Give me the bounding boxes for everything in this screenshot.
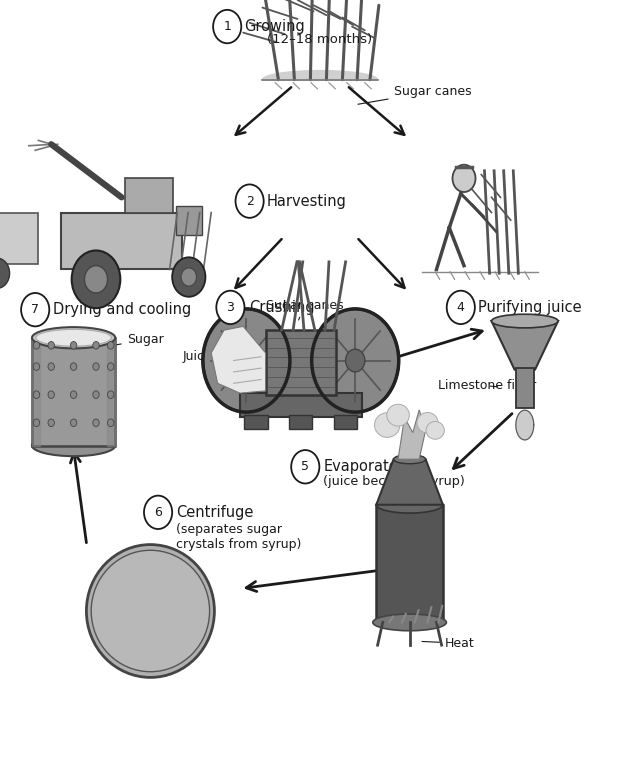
FancyBboxPatch shape [516, 368, 534, 408]
Text: Centrifuge: Centrifuge [176, 505, 253, 520]
Text: Limestone filter: Limestone filter [438, 380, 537, 392]
FancyBboxPatch shape [125, 178, 173, 213]
Text: 2: 2 [246, 194, 253, 208]
FancyBboxPatch shape [244, 415, 268, 429]
Ellipse shape [374, 413, 400, 437]
Text: (separates sugar: (separates sugar [176, 522, 282, 536]
Circle shape [108, 363, 114, 370]
Polygon shape [32, 338, 40, 446]
Circle shape [33, 419, 40, 427]
Circle shape [291, 450, 319, 483]
FancyBboxPatch shape [32, 338, 115, 446]
Ellipse shape [32, 327, 115, 348]
Polygon shape [376, 459, 443, 505]
Text: Growing: Growing [244, 19, 305, 34]
Circle shape [93, 342, 99, 349]
Circle shape [312, 309, 399, 412]
Ellipse shape [394, 455, 426, 464]
Circle shape [33, 363, 40, 370]
Ellipse shape [387, 405, 410, 426]
Circle shape [216, 291, 244, 324]
Circle shape [93, 363, 99, 370]
Text: 5: 5 [301, 460, 309, 474]
Circle shape [70, 391, 77, 398]
FancyBboxPatch shape [0, 213, 38, 264]
Text: Sugar canes: Sugar canes [358, 85, 471, 104]
Ellipse shape [376, 496, 443, 513]
Ellipse shape [91, 550, 209, 672]
Circle shape [172, 257, 205, 297]
Circle shape [48, 391, 54, 398]
Circle shape [84, 266, 108, 293]
Polygon shape [211, 326, 266, 393]
Ellipse shape [32, 435, 115, 456]
Circle shape [452, 165, 476, 192]
Circle shape [213, 10, 241, 43]
Circle shape [93, 391, 99, 398]
Text: 7: 7 [31, 303, 39, 317]
Text: 4: 4 [457, 301, 465, 314]
Text: Harvesting: Harvesting [267, 194, 347, 209]
Circle shape [70, 419, 77, 427]
Circle shape [346, 349, 365, 372]
Text: Sugar canes: Sugar canes [266, 299, 343, 320]
Text: Drying and cooling: Drying and cooling [53, 302, 191, 317]
FancyBboxPatch shape [176, 206, 202, 235]
Circle shape [447, 291, 475, 324]
Text: crystals from syrup): crystals from syrup) [176, 537, 301, 551]
FancyBboxPatch shape [61, 213, 182, 269]
Circle shape [237, 349, 256, 372]
Ellipse shape [372, 614, 447, 631]
Circle shape [48, 419, 54, 427]
Text: (juice becomes syrup): (juice becomes syrup) [323, 475, 465, 489]
Circle shape [33, 342, 40, 349]
Polygon shape [516, 410, 534, 440]
Circle shape [21, 293, 49, 326]
Text: 1: 1 [223, 20, 231, 33]
FancyBboxPatch shape [376, 505, 443, 622]
FancyBboxPatch shape [289, 415, 312, 429]
Polygon shape [262, 71, 378, 80]
Ellipse shape [417, 413, 438, 433]
Polygon shape [492, 321, 558, 370]
Text: Evaporator: Evaporator [323, 459, 404, 474]
Polygon shape [398, 410, 426, 459]
Text: Heat: Heat [422, 637, 474, 650]
Polygon shape [107, 338, 115, 446]
Ellipse shape [426, 421, 444, 439]
FancyBboxPatch shape [334, 415, 357, 429]
Circle shape [0, 258, 10, 288]
Ellipse shape [86, 545, 214, 677]
Circle shape [203, 309, 290, 412]
Circle shape [72, 250, 120, 308]
Circle shape [144, 496, 172, 529]
Text: 3: 3 [227, 301, 234, 314]
Circle shape [108, 342, 114, 349]
Text: (12–18 months): (12–18 months) [268, 33, 372, 46]
Circle shape [33, 391, 40, 398]
Circle shape [181, 268, 196, 286]
Text: Crushing: Crushing [250, 300, 316, 315]
Circle shape [70, 363, 77, 370]
FancyBboxPatch shape [266, 330, 336, 395]
FancyBboxPatch shape [240, 393, 362, 417]
Circle shape [93, 419, 99, 427]
Circle shape [48, 342, 54, 349]
Text: 6: 6 [154, 505, 162, 519]
Circle shape [236, 184, 264, 218]
Circle shape [70, 342, 77, 349]
Text: Purifying juice: Purifying juice [478, 300, 582, 315]
Text: Juice: Juice [182, 350, 225, 365]
Text: Sugar: Sugar [104, 333, 163, 347]
Circle shape [108, 391, 114, 398]
Circle shape [48, 363, 54, 370]
Ellipse shape [36, 329, 111, 346]
Circle shape [108, 419, 114, 427]
Ellipse shape [492, 314, 558, 328]
